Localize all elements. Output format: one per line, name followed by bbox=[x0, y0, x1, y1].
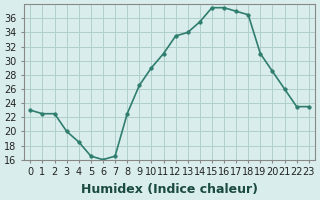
X-axis label: Humidex (Indice chaleur): Humidex (Indice chaleur) bbox=[81, 183, 258, 196]
